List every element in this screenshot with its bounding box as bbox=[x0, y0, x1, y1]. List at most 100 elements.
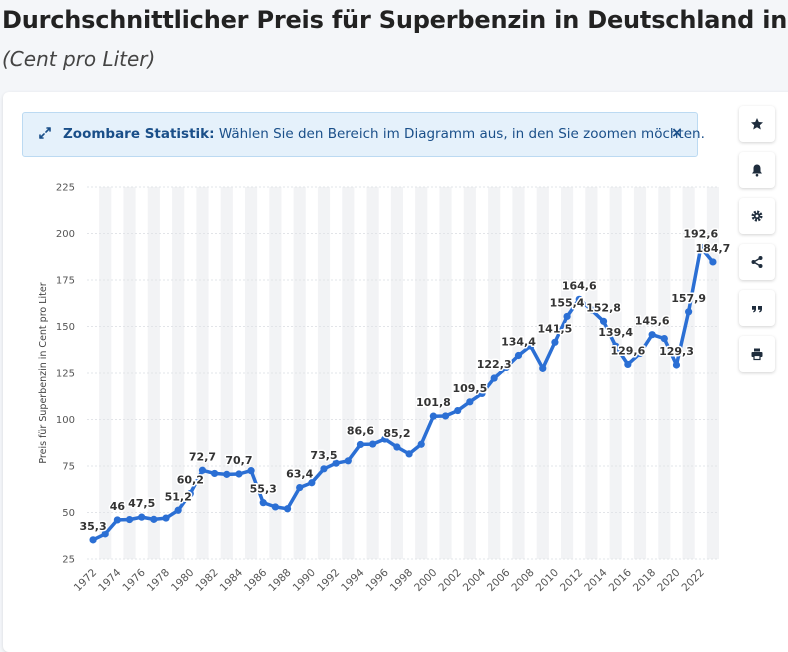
data-point bbox=[672, 361, 681, 369]
data-label: 155,4 bbox=[550, 296, 585, 309]
data-point bbox=[113, 516, 121, 524]
x-tick-label: 1980 bbox=[169, 567, 196, 594]
data-point bbox=[271, 503, 279, 511]
data-point bbox=[685, 308, 693, 316]
data-point bbox=[648, 331, 656, 339]
x-tick-label: 1994 bbox=[339, 566, 367, 594]
x-tick-label: 2012 bbox=[558, 567, 585, 594]
x-tick-label: 2004 bbox=[461, 566, 489, 594]
data-point bbox=[454, 406, 462, 415]
data-point bbox=[660, 334, 668, 343]
data-label: 60,2 bbox=[177, 474, 204, 487]
data-label: 141,5 bbox=[538, 322, 573, 335]
favorite-button[interactable] bbox=[739, 106, 775, 142]
data-point bbox=[138, 513, 146, 521]
data-label: 70,7 bbox=[225, 454, 252, 467]
data-point bbox=[162, 514, 170, 522]
line-chart[interactable]: 25 50 75 100 125 150 175 200 225 1972197419761978… bbox=[0, 0, 788, 611]
y-tick-label: 75 bbox=[62, 462, 75, 473]
x-tick-label: 1974 bbox=[96, 566, 124, 594]
data-point bbox=[599, 317, 608, 325]
data-point bbox=[697, 243, 705, 251]
cite-button[interactable] bbox=[739, 290, 775, 326]
x-tick-label: 2000 bbox=[412, 567, 439, 594]
x-tick-label: 1982 bbox=[193, 567, 220, 594]
data-point bbox=[551, 338, 559, 346]
data-point bbox=[223, 470, 231, 478]
bell-icon bbox=[752, 164, 762, 177]
x-tick-label: 1992 bbox=[315, 567, 342, 594]
data-point bbox=[514, 351, 523, 360]
data-point bbox=[575, 295, 583, 303]
page-title: Durchschnittlicher Preis für Superbenzin… bbox=[2, 6, 788, 34]
data-point bbox=[381, 435, 389, 443]
x-tick-label: 1996 bbox=[364, 566, 392, 594]
data-label: 46 bbox=[110, 500, 126, 513]
x-tick-label: 1978 bbox=[145, 567, 172, 594]
data-label: 73,5 bbox=[310, 449, 337, 462]
data-point bbox=[636, 349, 644, 358]
data-label: 184,7 bbox=[696, 242, 731, 255]
x-tick-label: 2010 bbox=[534, 567, 561, 594]
x-tick-label: 2008 bbox=[509, 567, 536, 594]
share-button[interactable] bbox=[739, 244, 775, 280]
data-point bbox=[198, 466, 207, 474]
x-tick-label: 2006 bbox=[485, 566, 513, 594]
data-label: 35,3 bbox=[80, 520, 107, 533]
data-point bbox=[235, 470, 243, 478]
data-label: 63,4 bbox=[286, 468, 313, 481]
data-point bbox=[405, 450, 413, 458]
zoom-banner: Zoombare Statistik: Wählen Sie den Berei… bbox=[22, 112, 705, 157]
zoom-banner-message: Wählen Sie den Bereich im Diagramm aus, … bbox=[214, 126, 705, 142]
year-band bbox=[196, 187, 209, 559]
data-point bbox=[344, 457, 352, 465]
data-point bbox=[466, 398, 474, 406]
data-point bbox=[563, 312, 571, 321]
data-point bbox=[247, 467, 255, 475]
printer-icon bbox=[751, 348, 763, 361]
data-point bbox=[429, 412, 437, 420]
data-label: 192,6 bbox=[683, 227, 718, 240]
data-point bbox=[490, 374, 498, 382]
data-label: 51,2 bbox=[165, 490, 192, 503]
x-tick-label: 2020 bbox=[655, 567, 682, 594]
data-label: 72,7 bbox=[189, 450, 216, 463]
data-point bbox=[89, 536, 97, 544]
data-point bbox=[527, 342, 535, 350]
data-label: 164,6 bbox=[562, 279, 597, 292]
data-label: 145,6 bbox=[635, 315, 670, 328]
year-band bbox=[512, 187, 525, 559]
data-point bbox=[502, 363, 510, 372]
y-axis-label: Preis für Superbenzin in Cent pro Liter bbox=[38, 282, 49, 463]
year-band bbox=[439, 187, 452, 559]
data-point bbox=[612, 342, 620, 350]
data-point bbox=[441, 412, 450, 420]
x-tick-label: 1976 bbox=[120, 566, 148, 594]
data-label: 129,6 bbox=[610, 344, 645, 357]
data-point bbox=[332, 459, 340, 467]
data-point bbox=[186, 489, 194, 498]
data-label: 139,4 bbox=[598, 326, 633, 339]
page-subtitle: (Cent pro Liter) bbox=[2, 47, 156, 71]
data-point bbox=[587, 306, 595, 314]
print-button[interactable] bbox=[739, 336, 775, 372]
share-icon bbox=[751, 256, 763, 268]
y-tick-label: 50 bbox=[62, 508, 75, 519]
y-tick-label: 200 bbox=[56, 229, 75, 240]
data-label: 134,4 bbox=[501, 336, 536, 349]
close-icon[interactable]: × bbox=[671, 125, 683, 141]
y-tick-label: 225 bbox=[56, 183, 75, 194]
data-point bbox=[478, 389, 486, 398]
data-label: 101,8 bbox=[416, 396, 451, 409]
x-tick-label: 1988 bbox=[266, 567, 293, 594]
notification-button[interactable] bbox=[739, 152, 775, 188]
data-label: 157,9 bbox=[671, 292, 706, 305]
data-point bbox=[259, 499, 267, 507]
star-icon bbox=[751, 118, 763, 130]
data-point bbox=[125, 515, 134, 524]
data-label: 152,8 bbox=[586, 301, 621, 314]
x-tick-label: 2022 bbox=[680, 567, 707, 594]
data-label: 55,3 bbox=[250, 483, 277, 496]
settings-button[interactable] bbox=[739, 198, 775, 234]
data-label: 86,6 bbox=[347, 424, 374, 437]
